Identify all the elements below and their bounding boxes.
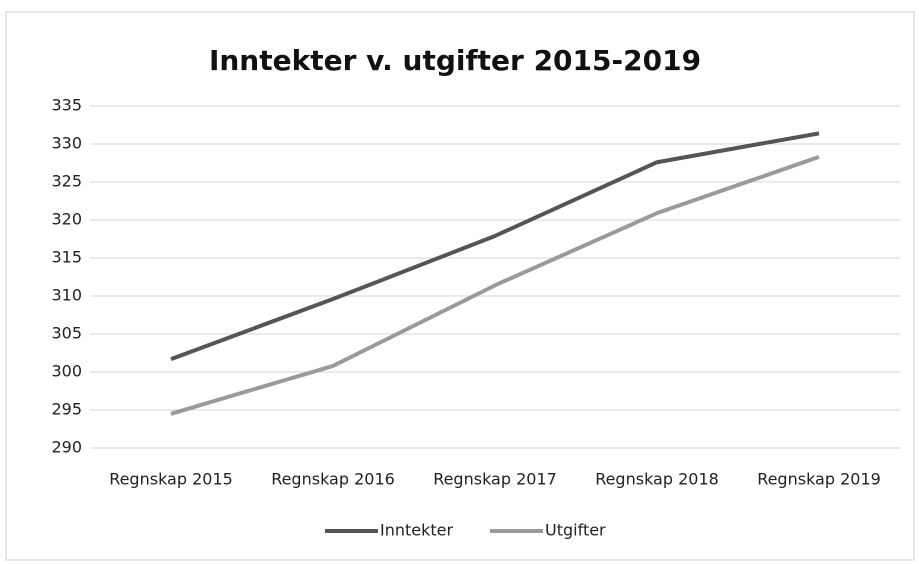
y-tick-label: 305 [51,324,82,343]
x-tick-label: Regnskap 2016 [271,470,395,489]
x-tick-label: Regnskap 2018 [595,470,719,489]
y-tick-label: 325 [51,172,82,191]
series-line [170,155,820,416]
chart-frame [5,11,915,561]
chart-title: Inntekter v. utgifter 2015-2019 [209,44,701,77]
y-tick-label: 330 [51,134,82,153]
x-tick-label: Regnskap 2015 [109,470,233,489]
x-tick-label: Regnskap 2017 [433,470,557,489]
y-tick-label: 310 [51,286,82,305]
y-tick-label: 320 [51,210,82,229]
y-tick-label: 300 [51,362,82,381]
y-tick-label: 335 [51,96,82,115]
y-tick-label: 295 [51,400,82,419]
legend-label: Utgifter [545,521,606,540]
legend-label: Inntekter [380,521,454,540]
y-tick-label: 315 [51,248,82,267]
x-tick-label: Regnskap 2019 [757,470,881,489]
series-line [170,131,820,361]
y-tick-label: 290 [51,438,82,457]
